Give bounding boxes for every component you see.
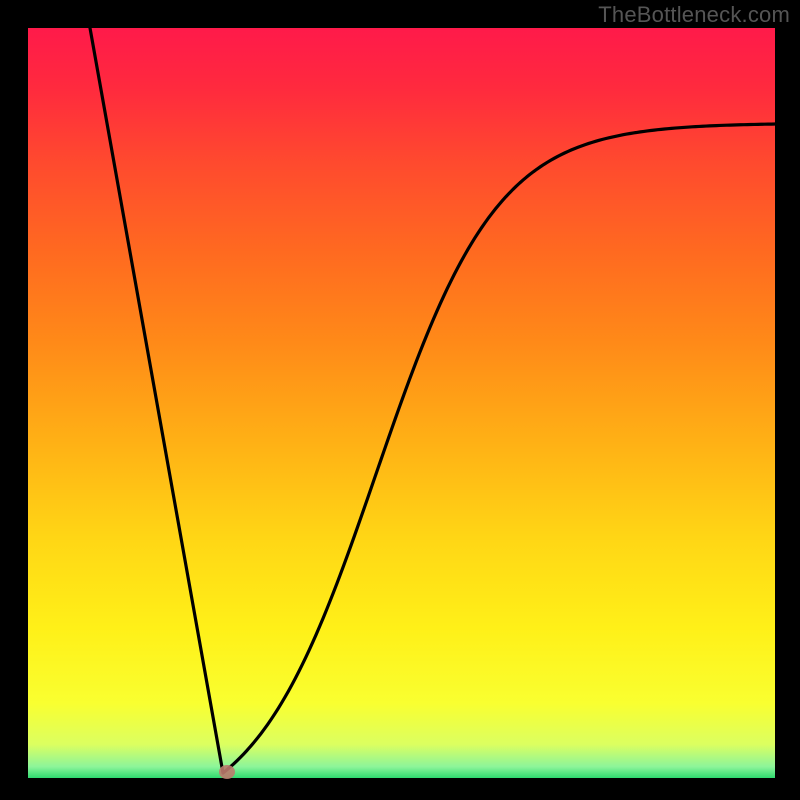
- curve-layer: [28, 28, 775, 778]
- chart-frame: TheBottleneck.com: [0, 0, 800, 800]
- bottleneck-curve: [90, 28, 775, 773]
- plot-area: [28, 28, 775, 778]
- watermark-text: TheBottleneck.com: [598, 2, 790, 28]
- optimum-marker: [219, 765, 235, 779]
